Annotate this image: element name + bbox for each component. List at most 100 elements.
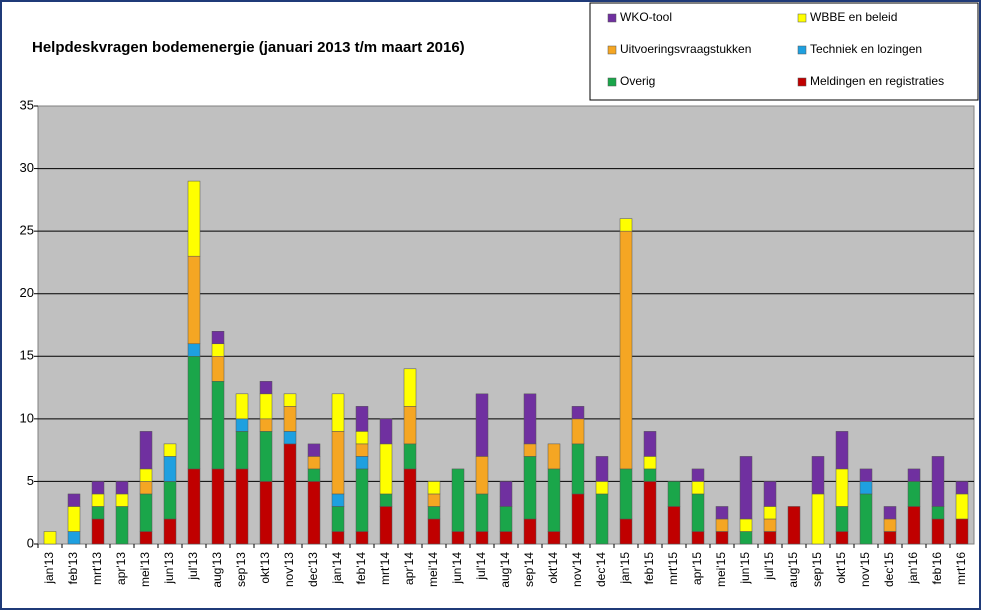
legend-label: Techniek en lozingen [810,42,922,56]
bar-segment [283,406,297,432]
x-tick-label: feb'15 [642,552,656,585]
legend-swatch [607,77,617,87]
bar-segment [691,481,705,495]
bar-segment [379,493,393,507]
x-tick-label: jul'13 [186,552,200,581]
bar-segment [331,506,345,532]
bar-segment [619,468,633,520]
bar-segment [67,506,81,532]
bar-segment [835,468,849,507]
legend-swatch [607,13,617,23]
bar-segment [67,493,81,507]
bar-segment [907,506,921,545]
bar-segment [331,493,345,507]
bar-segment [187,356,201,470]
x-tick-label: mei'14 [426,552,440,587]
bar-segment [667,481,681,507]
bar-segment [523,393,537,445]
bar-segment [475,531,489,545]
bar-segment [211,356,225,382]
bar-segment [763,506,777,520]
x-tick-label: dec'13 [306,552,320,587]
bar-segment [115,506,129,545]
bar-segment [811,456,825,495]
x-tick-label: aug'14 [498,552,512,588]
bar-segment [163,456,177,482]
bar-segment [571,406,585,420]
bar-segment [643,468,657,482]
x-tick-label: jan'13 [42,552,56,585]
bar-segment [571,443,585,495]
x-tick-label: apr'13 [114,552,128,585]
bar-segment [763,481,777,507]
x-tick-label: nov'14 [570,552,584,587]
bar-segment [475,456,489,495]
bar-segment [739,456,753,520]
bar-segment [235,418,249,432]
bar-segment [355,456,369,470]
bar-segment [211,381,225,470]
bar-segment [379,506,393,545]
bar-segment [211,331,225,345]
bar-segment [571,418,585,445]
x-tick-label: apr'14 [402,552,416,585]
bar-segment [547,443,561,470]
x-tick-label: jun'14 [450,552,464,585]
bar-segment [307,468,321,482]
bar-segment [403,406,417,445]
x-tick-label: mrt'15 [666,552,680,585]
y-tick-label: 15 [20,348,34,363]
bar-segment [403,368,417,407]
bar-segment [379,418,393,445]
bar-segment [211,343,225,357]
y-tick-label: 35 [20,97,34,112]
legend-label: Meldingen en registraties [810,74,944,88]
bar-segment [547,468,561,532]
bar-segment [91,506,105,520]
bar-segment [619,230,633,470]
bar-segment [955,493,969,520]
bar-segment [619,218,633,232]
bar-segment [355,443,369,457]
bar-segment [883,531,897,545]
y-tick-label: 10 [20,410,34,425]
bar-segment [547,531,561,545]
plot-area [37,105,975,545]
bar-segment [187,180,201,257]
legend-label: WKO-tool [620,10,672,24]
bar-segment [403,468,417,545]
bar-segment [379,443,393,495]
x-tick-label: apr'15 [690,552,704,585]
x-tick-label: okt'15 [834,552,848,584]
chart-title: Helpdeskvragen bodemenergie (januari 201… [32,39,465,56]
y-tick-label: 30 [20,160,34,175]
bar-segment [835,431,849,470]
bar-segment [355,531,369,545]
legend-swatch [797,45,807,55]
bar-segment [427,518,441,545]
bar-segment [307,443,321,457]
bar-segment [907,481,921,507]
bar-segment [619,518,633,545]
bar-segment [835,506,849,532]
x-tick-label: aug'15 [786,552,800,588]
x-tick-label: jun'13 [162,552,176,585]
bar-segment [139,468,153,482]
bar-segment [427,493,441,507]
bar-segment [355,406,369,432]
x-tick-label: okt'14 [546,552,560,584]
x-tick-label: sep'14 [522,552,536,587]
bar-segment [307,456,321,470]
bar-segment [403,443,417,470]
bar-segment [931,518,945,545]
bar-segment [739,531,753,545]
legend-swatch [607,45,617,55]
y-tick-label: 20 [20,285,34,300]
bar-segment [955,518,969,545]
x-tick-label: sep'13 [234,552,248,587]
bar-segment [427,506,441,520]
x-tick-label: jul'14 [474,552,488,581]
bar-segment [91,493,105,507]
bar-segment [211,468,225,545]
bar-segment [787,506,801,545]
